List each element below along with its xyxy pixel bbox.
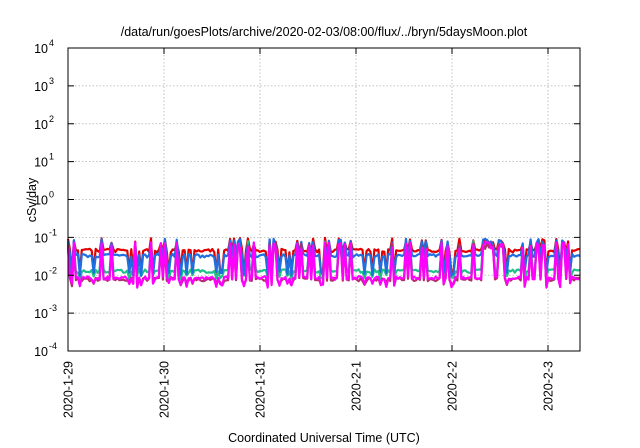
y-tick-label-exponent: 4 <box>49 38 54 48</box>
y-tick-label-base: 10 <box>34 42 48 56</box>
y-tick-label-exponent: -3 <box>49 303 57 313</box>
y-tick-label-exponent: -1 <box>49 227 57 237</box>
x-tick-label: 2020-2-1 <box>350 361 364 411</box>
y-tick-label-exponent: -2 <box>49 265 57 275</box>
y-tick-label-base: 10 <box>34 269 48 283</box>
chart-title: /data/run/goesPlots/archive/2020-02-03/0… <box>121 25 528 39</box>
y-tick-label-base: 10 <box>34 345 48 359</box>
series-group <box>66 236 581 289</box>
y-tick-label-exponent: 3 <box>49 76 54 86</box>
y-tick-label-base: 10 <box>34 80 48 94</box>
y-tick-label-exponent: 1 <box>49 152 54 162</box>
y-axis-label: cSv/day <box>25 177 39 222</box>
y-tick-label-base: 10 <box>34 156 48 170</box>
x-tick-label: 2020-1-30 <box>158 361 172 418</box>
x-tick-label: 2020-1-29 <box>62 361 76 418</box>
y-tick-label-base: 10 <box>34 118 48 132</box>
x-tick-label: 2020-2-3 <box>542 361 556 411</box>
x-tick-label: 2020-1-31 <box>254 361 268 418</box>
y-tick-label-base: 10 <box>34 231 48 245</box>
x-axis: 2020-1-29 2020-1-30 2020-1-31 2020-2-1 2020-… <box>62 48 556 418</box>
y-tick-label-exponent: 2 <box>49 114 54 124</box>
grid <box>67 48 580 351</box>
y-tick-label-base: 10 <box>34 194 48 208</box>
series-line <box>66 241 581 289</box>
y-tick-label-base: 10 <box>34 307 48 321</box>
x-tick-label: 2020-2-2 <box>446 361 460 411</box>
y-tick-label-exponent: 0 <box>49 190 54 200</box>
y-tick-label-exponent: -4 <box>49 341 57 351</box>
x-axis-label: Coordinated Universal Time (UTC) <box>228 431 420 445</box>
